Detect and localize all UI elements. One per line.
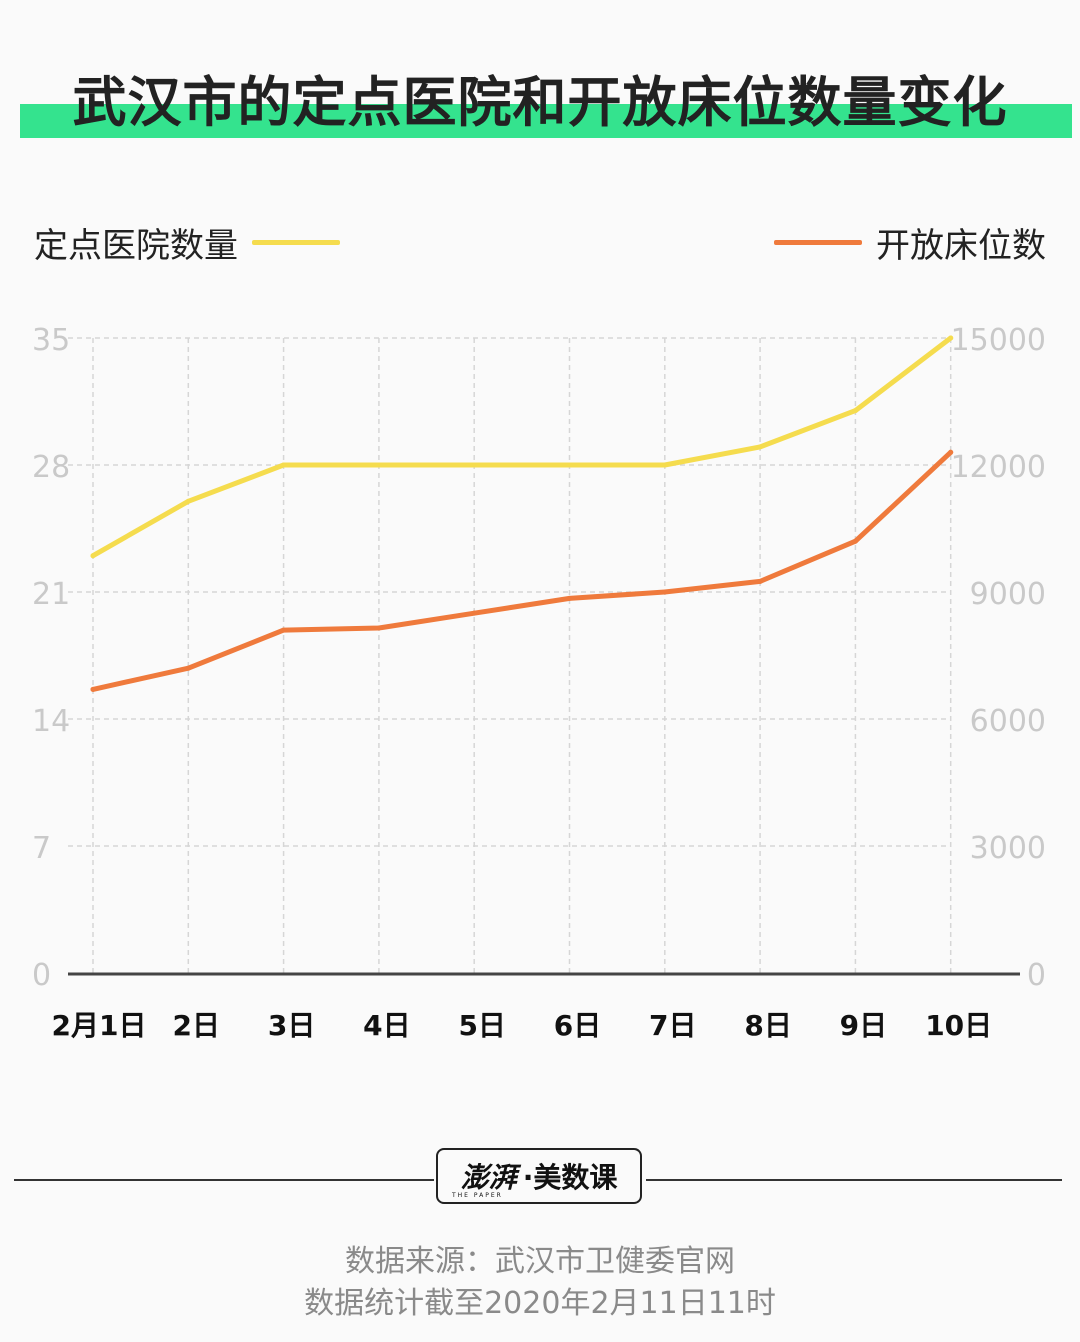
footer-divider-left: [14, 1179, 434, 1181]
y-right-tick-label: 6000: [970, 704, 1046, 739]
data-point-hospitals: [948, 335, 954, 341]
chart-title: 武汉市的定点医院和开放床位数量变化: [72, 71, 1008, 134]
brand-name: 澎湃: [460, 1161, 517, 1194]
data-point-hospitals: [90, 553, 96, 559]
x-tick-label: 9日: [840, 1009, 887, 1042]
x-tick-label: 8日: [744, 1009, 791, 1042]
data-point-beds: [757, 578, 763, 584]
source-line: 数据来源：武汉市卫健委官网: [345, 1244, 735, 1279]
data-point-beds: [567, 595, 572, 601]
x-tick-label: 4日: [363, 1009, 410, 1042]
y-right-tick-label: 9000: [970, 577, 1046, 612]
data-point-hospitals: [281, 462, 287, 468]
y-right-tick-label: 12000: [951, 450, 1046, 485]
legend-hospitals: 定点医院数量: [34, 218, 340, 267]
x-tick-label: 2日: [173, 1009, 220, 1042]
y-left-tick-label: 28: [32, 450, 70, 485]
legend-beds-label: 开放床位数: [876, 226, 1046, 266]
data-point-beds: [90, 686, 96, 692]
footer-divider-right: [646, 1179, 1062, 1181]
legend-hospitals-label: 定点医院数量: [34, 226, 238, 266]
data-point-beds: [376, 625, 382, 631]
brand-product: ·美数课: [522, 1161, 618, 1194]
data-point-beds: [662, 589, 668, 595]
line-chart: 0 7 14 21 28 35 0 3000 6000 9000 12000 15000 2月1日 2日 3…: [32, 323, 1046, 1042]
legend-beds: 开放床位数: [774, 218, 1046, 267]
data-point-hospitals: [376, 462, 382, 468]
y-right-tick-label: 0: [1027, 958, 1046, 993]
x-tick-label: 6日: [554, 1009, 601, 1042]
series-line-hospitals: [90, 335, 954, 559]
brand-logo: 澎湃 ·美数课 THE PAPER: [436, 1148, 642, 1204]
series-line-beds: [90, 449, 954, 692]
x-tick-label: 10日: [925, 1009, 992, 1042]
title-highlight-bar: [20, 104, 1072, 138]
y-right-tick-label: 3000: [970, 831, 1046, 866]
legend-hospitals-swatch: [252, 240, 340, 245]
data-point-beds: [471, 610, 477, 616]
y-left-tick-label: 35: [32, 323, 70, 358]
data-point-beds: [185, 665, 191, 671]
data-point-beds: [281, 627, 287, 633]
data-point-beds: [852, 538, 858, 544]
y-left-tick-label: 0: [32, 958, 51, 993]
data-point-hospitals: [471, 462, 477, 468]
x-tick-label: 2月1日: [52, 1009, 147, 1042]
y-left-tick-label: 7: [32, 831, 51, 866]
x-tick-label: 7日: [649, 1009, 696, 1042]
data-point-hospitals: [185, 498, 191, 504]
y-left-tick-label: 21: [32, 577, 70, 612]
legend-beds-swatch: [774, 240, 862, 245]
cutoff-line: 数据统计截至2020年2月11日11时: [304, 1286, 776, 1321]
data-point-hospitals: [662, 462, 668, 468]
data-point-hospitals: [757, 444, 763, 450]
x-tick-label: 3日: [268, 1009, 315, 1042]
brand-sub: THE PAPER: [452, 1192, 503, 1199]
x-tick-label: 5日: [458, 1009, 505, 1042]
data-point-hospitals: [567, 462, 572, 468]
data-point-beds: [948, 449, 954, 455]
y-left-tick-label: 14: [32, 704, 70, 739]
data-point-hospitals: [852, 408, 858, 414]
y-right-tick-label: 15000: [951, 323, 1046, 358]
